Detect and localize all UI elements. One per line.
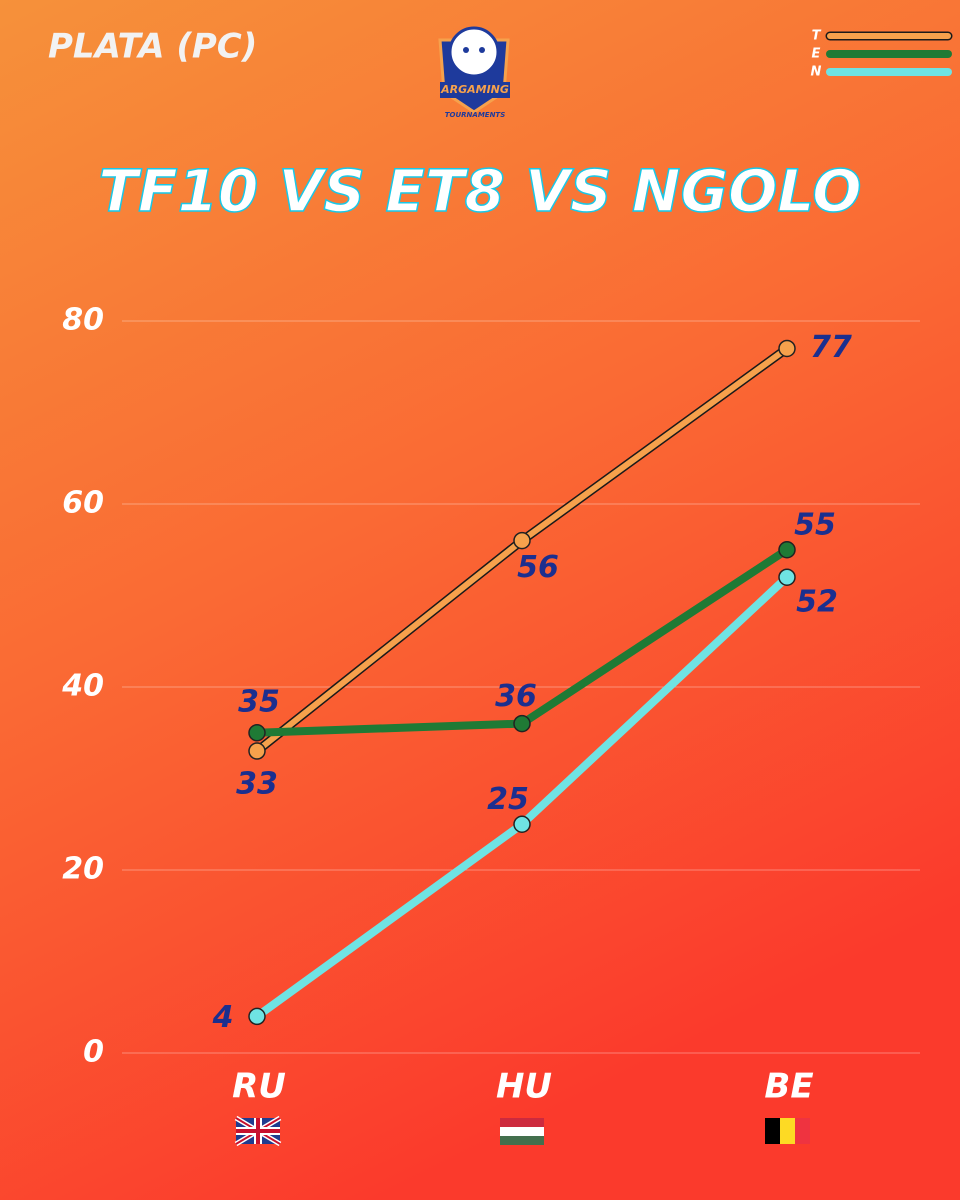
data-label: 52 [796,585,838,620]
x-tick-label: RU [232,1067,286,1107]
legend-label: T [812,29,822,44]
y-tick-label: 40 [61,669,104,704]
y-tick-label: 80 [62,303,104,338]
point [778,568,796,586]
chart-title: TF10 VS ET8 VS NGOLO [98,157,861,225]
y-tick-label: 20 [62,852,104,887]
point [248,742,266,760]
flag-hu [500,1118,544,1145]
logo: ARGAMING TOURNAMENTS [438,26,510,119]
data-label: 77 [810,330,852,365]
data-label: 55 [794,507,836,542]
flag-be [765,1118,810,1144]
data-label: 4 [212,1000,234,1035]
x-tick-label: BE [764,1067,813,1107]
x-tick-label: HU [496,1067,552,1107]
legend-label: N [811,65,822,80]
point [513,714,531,733]
data-label: 35 [238,684,280,719]
data-label: 56 [517,550,559,585]
logo-subtitle: TOURNAMENTS [445,111,506,119]
point [778,339,796,358]
point [778,541,796,559]
y-tick-label: 60 [62,486,104,521]
point [513,815,531,833]
point [248,724,266,742]
data-label: 25 [487,782,529,817]
legend-label: E [812,47,821,62]
point [513,531,531,550]
data-label: 33 [236,767,278,802]
y-tick-label: 0 [83,1035,104,1070]
logo-name: ARGAMING [440,83,509,96]
flag-uk [234,1115,282,1147]
point [248,1007,266,1026]
header-label: PLATA (PC) [48,27,257,67]
data-label: 36 [495,679,537,714]
